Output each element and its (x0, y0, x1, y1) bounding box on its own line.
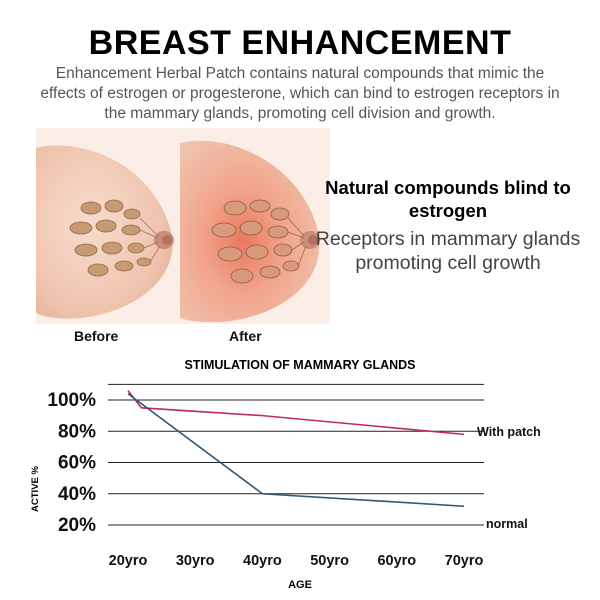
x-tick-labels: 20yro 30yro 40yro 50yro 60yro 70yro (109, 553, 484, 569)
chart-title: STIMULATION OF MAMMARY GLANDS (184, 358, 416, 372)
before-illustration (36, 128, 186, 324)
after-caption: After (229, 328, 262, 344)
info-body: Receptors in mammary glands promoting ce… (315, 228, 581, 274)
x-tick-label: 60yro (377, 553, 416, 569)
line-chart: 20% 40% 60% 80% 100% 20yro 30yro 40yro 50yro 60y… (30, 383, 541, 591)
y-tick-label: 60% (58, 453, 96, 474)
x-tick-label: 20yro (109, 553, 148, 569)
x-tick-label: 70yro (445, 553, 484, 569)
y-tick-label: 100% (47, 390, 96, 411)
series-label-with-patch: With patch (477, 425, 541, 439)
series-line-normal (127, 393, 465, 508)
y-axis-label: ACTIVE % (30, 465, 41, 511)
x-tick-label: 50yro (310, 553, 349, 569)
y-tick-label: 40% (58, 484, 96, 505)
page-subtitle: Enhancement Herbal Patch contains natura… (40, 65, 560, 122)
after-illustration (180, 128, 330, 324)
page-title: BREAST ENHANCEMENT (88, 24, 512, 62)
before-caption: Before (74, 328, 119, 344)
series-label-normal: normal (486, 517, 528, 531)
y-tick-label: 80% (58, 421, 96, 442)
series-labels: With patch normal (477, 425, 541, 531)
info-heading: Natural compounds blind to estrogen (325, 177, 571, 221)
y-tick-label: 20% (58, 515, 96, 536)
x-tick-label: 40yro (243, 553, 282, 569)
y-tick-labels: 20% 40% 60% 80% 100% (47, 390, 96, 536)
x-tick-label: 30yro (176, 553, 215, 569)
series-line-with-patch (127, 390, 465, 436)
x-axis-label: AGE (288, 579, 312, 591)
series-lines (127, 390, 465, 508)
gridlines (108, 383, 484, 526)
